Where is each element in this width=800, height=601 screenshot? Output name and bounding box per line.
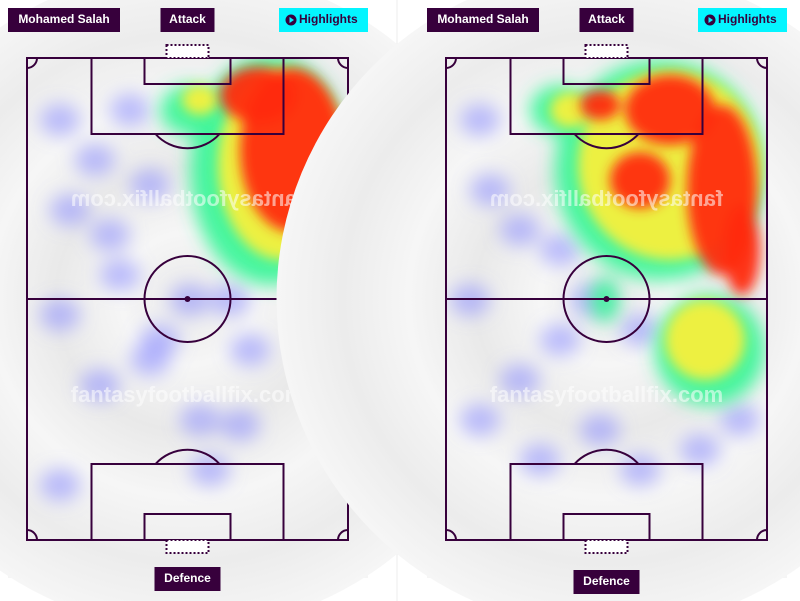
attack-label: Attack [588,12,625,26]
heat-blob [500,364,540,396]
button-label[interactable]: Highlights [718,12,777,26]
heat-layer [450,60,765,486]
defence-tag [154,567,221,591]
heat-blob [665,300,745,380]
heat-blob [90,219,130,251]
goal [165,539,210,554]
defence-tag [573,570,640,594]
heat-blob [724,205,760,295]
heat-blob [460,404,500,436]
attack-tag [160,8,215,32]
heat-blob [40,299,80,331]
player-name: Mohamed Salah [18,12,109,26]
goal [584,44,629,59]
penalty-arc [154,133,221,150]
attack-tag [579,8,634,32]
highlights-button[interactable]: Highlights [279,8,368,32]
player-tag [427,8,539,32]
player-tag [8,8,120,32]
heat-blob [230,334,270,366]
corner-arc [26,57,38,69]
heat-blob [610,152,670,208]
heat-blob [580,414,620,446]
heat-blob [100,259,140,291]
heat-blob [720,404,760,436]
corner-arc [337,529,349,541]
heat-blob [620,314,660,346]
heat-blob [580,90,620,120]
heat-blob [182,85,218,115]
heat-blob [190,454,230,486]
heat-blob [50,194,90,226]
heat-blob [500,214,540,246]
heat-blob [220,67,296,123]
heat-blob [620,454,660,486]
heat-blob [625,75,715,145]
button-label[interactable]: Highlights [299,12,358,26]
corner-arc [337,57,349,69]
corner-arc [26,529,38,541]
heat-blue [450,104,760,486]
player-name: Mohamed Salah [437,12,528,26]
heat-blob [40,469,80,501]
center-circle [562,255,651,343]
goal [584,539,629,554]
heat-blob [460,104,500,136]
heat-blob [520,444,560,476]
heat-blue [40,94,270,501]
watermark: fantasyfootballfix.com [71,382,304,407]
corner-arc [445,57,457,69]
watermark: fantasyfootballfix.com [490,186,723,211]
center-spot [184,296,191,302]
heat-blob [80,369,120,401]
corner-arc [445,529,457,541]
heat-blob [130,169,170,201]
play-triangle [289,17,294,23]
heat-red [580,75,760,295]
defence-label: Defence [164,571,211,585]
corner-arc [756,529,768,541]
play-triangle [708,17,713,23]
heatmap-panel: fantasyfootballfix.com fantasyfootballfix… [276,0,800,601]
penalty-arc [154,448,221,465]
heat-blob [75,144,115,176]
heat-blob [540,234,580,266]
heat-blob [220,409,260,441]
heat-blob [130,344,170,376]
goal [165,44,210,59]
penalty-arc [573,448,640,465]
heat-blob [180,404,220,436]
heat-blob [680,434,720,466]
penalty-arc [573,133,640,150]
watermark: fantasyfootballfix.com [71,186,304,211]
heat-blob [470,174,510,206]
highlights-button[interactable]: Highlights [698,8,787,32]
attack-label: Attack [169,12,206,26]
corner-arc [756,57,768,69]
watermark: fantasyfootballfix.com [490,382,723,407]
center-circle [143,255,232,343]
defence-label: Defence [583,574,630,588]
heat-blob [550,92,590,128]
heat-blob [540,324,580,356]
heat-blob [40,104,80,136]
heat-blob [110,94,150,126]
center-spot [603,296,610,302]
